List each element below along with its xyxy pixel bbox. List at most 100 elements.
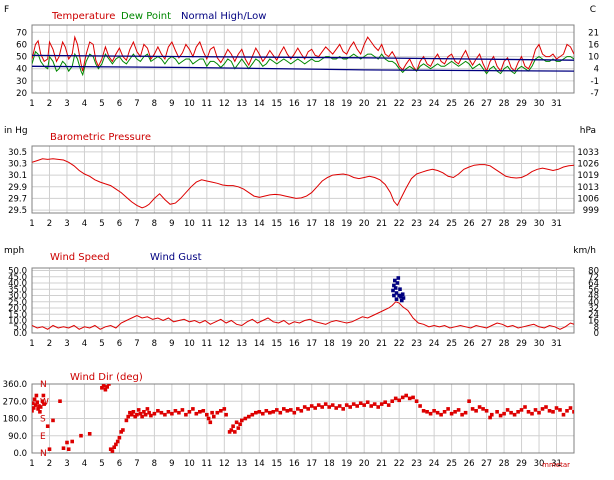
data-point	[395, 281, 400, 285]
x-tick-day: 31	[551, 219, 562, 229]
data-point	[184, 412, 188, 417]
x-tick-day: 9	[169, 339, 174, 349]
data-point	[467, 399, 471, 403]
x-tick-day: 20	[359, 99, 370, 109]
data-point	[313, 406, 317, 410]
data-point	[327, 405, 331, 409]
data-point	[404, 393, 408, 398]
data-point	[400, 298, 404, 303]
data-point	[392, 293, 396, 298]
x-tick-day: 17	[306, 339, 317, 349]
y-tick-right: 10	[588, 53, 599, 63]
data-point	[136, 408, 141, 412]
data-point	[396, 276, 401, 280]
data-point	[261, 411, 265, 416]
x-tick-day: 20	[359, 339, 370, 349]
x-tick-day: 1	[29, 219, 34, 229]
data-point	[463, 410, 468, 415]
x-tick-day: 24	[429, 459, 440, 469]
x-tick-day: 25	[446, 99, 457, 109]
x-tick-day: 14	[254, 99, 265, 109]
x-tick-day: 4	[82, 99, 87, 109]
x-tick-day: 20	[359, 219, 370, 229]
data-point	[124, 418, 129, 423]
data-point	[502, 411, 506, 416]
data-point	[40, 399, 45, 403]
x-tick-day: 10	[184, 459, 195, 469]
data-point	[147, 410, 151, 415]
data-point	[292, 410, 297, 415]
data-point	[173, 409, 178, 413]
x-tick-day: 13	[236, 459, 247, 469]
data-point	[70, 439, 74, 444]
data-point	[268, 410, 272, 415]
data-point	[250, 412, 255, 417]
data-point	[152, 411, 157, 416]
data-point	[323, 402, 328, 406]
data-point	[187, 410, 192, 414]
x-tick-day: 25	[446, 459, 457, 469]
y-tick-left: 30.3	[8, 159, 27, 169]
data-point	[554, 406, 559, 410]
data-point	[383, 400, 387, 404]
x-tick-day: 28	[499, 459, 510, 469]
data-point	[135, 412, 139, 417]
x-tick-day: 19	[341, 339, 352, 349]
data-point	[108, 447, 113, 451]
data-point	[296, 407, 300, 411]
data-point	[456, 408, 461, 412]
data-point	[41, 393, 46, 398]
data-point	[355, 404, 359, 408]
data-point	[198, 410, 202, 414]
x-tick-day: 29	[516, 459, 527, 469]
data-point	[32, 401, 35, 405]
y-tick-right: 1026	[577, 159, 599, 169]
data-point	[180, 408, 185, 412]
data-point	[205, 412, 209, 417]
x-tick-day: 17	[306, 99, 317, 109]
x-tick-day: 28	[499, 99, 510, 109]
y-tick-right: 16	[588, 317, 599, 327]
x-tick-day: 14	[254, 339, 265, 349]
data-point	[149, 413, 153, 418]
y-tick-right: 999	[583, 206, 599, 216]
x-tick-day: 9	[169, 219, 174, 229]
data-point	[206, 416, 211, 421]
y-tick-left: 45.0	[8, 273, 27, 283]
y-tick-left: 15.0	[8, 310, 27, 320]
y-tick-right: 1013	[577, 183, 599, 193]
compass-label: W	[40, 397, 49, 407]
x-tick-day: 4	[82, 459, 87, 469]
y-tick-left: 50.0	[8, 267, 27, 277]
y-tick-right: 32	[588, 304, 599, 314]
y-tick-left: 10.0	[8, 317, 27, 327]
x-tick-day: 7	[134, 459, 139, 469]
data-point	[547, 409, 552, 413]
x-tick-day: 19	[341, 219, 352, 229]
x-tick-day: 3	[64, 99, 69, 109]
plot-frame	[31, 383, 575, 454]
x-tick-day: 14	[254, 459, 265, 469]
data-point	[537, 410, 541, 415]
x-tick-day: 11	[201, 339, 212, 349]
y-tick-left: 29.5	[8, 206, 27, 216]
data-point	[369, 404, 373, 408]
data-point	[282, 407, 286, 411]
x-tick-day: 13	[236, 219, 247, 229]
plot-frame	[31, 267, 575, 334]
y-tick-left: 30.1	[8, 171, 27, 181]
x-tick-day: 8	[152, 459, 157, 469]
x-tick-day: 30	[534, 339, 545, 349]
data-point	[38, 405, 43, 409]
data-point	[215, 410, 220, 415]
y-tick-right: 48	[588, 292, 599, 302]
data-point	[119, 430, 123, 434]
data-point	[38, 410, 42, 414]
data-point	[411, 395, 415, 400]
x-tick-day: 18	[324, 459, 335, 469]
x-tick-day: 27	[481, 219, 492, 229]
x-tick-day: 21	[376, 339, 387, 349]
data-point	[490, 412, 494, 417]
data-point	[516, 410, 520, 414]
data-point	[105, 385, 109, 389]
